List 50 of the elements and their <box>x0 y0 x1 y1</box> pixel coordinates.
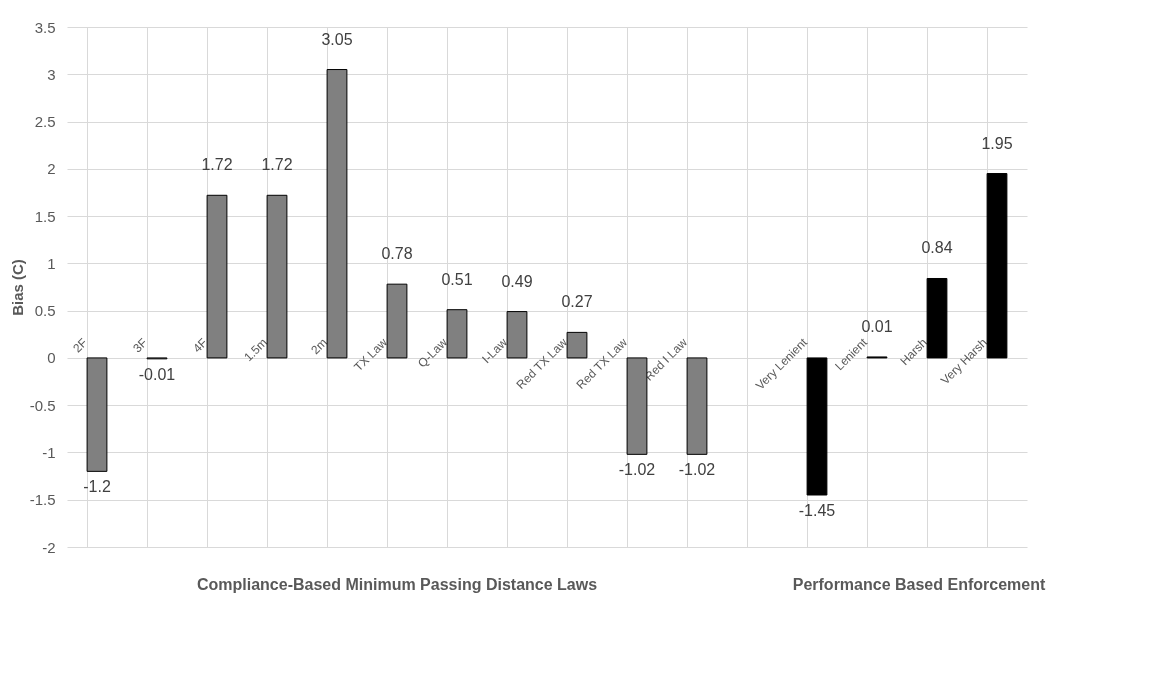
x-tick-label: 2m <box>308 335 330 358</box>
bar <box>386 283 408 359</box>
data-label: 0.78 <box>381 245 413 263</box>
y-tick-label: 2.5 <box>34 113 56 131</box>
bar <box>626 357 648 455</box>
bar <box>86 357 108 472</box>
data-label: 0.51 <box>441 270 473 288</box>
y-tick-label: 1 <box>47 254 56 272</box>
data-label: 1.72 <box>201 156 233 174</box>
bar <box>566 331 588 359</box>
bar <box>986 173 1008 359</box>
y-tick-label: -0.5 <box>29 396 56 414</box>
y-tick-label: 1.5 <box>34 207 56 225</box>
data-label: 0.84 <box>921 239 953 257</box>
data-label: -0.01 <box>138 365 176 383</box>
bar <box>806 357 828 496</box>
bar <box>206 194 228 359</box>
data-label: 1.72 <box>261 156 293 174</box>
bar <box>926 277 948 359</box>
data-label: 3.05 <box>321 30 353 48</box>
y-tick-label: -2 <box>42 538 56 556</box>
x-tick-label: TX Law <box>351 335 391 375</box>
text: Compliance-Based Minimum Passing Distance Laws <box>196 576 598 593</box>
data-label: 0.49 <box>501 272 533 290</box>
bar <box>506 311 528 359</box>
bar <box>446 309 468 359</box>
data-label: -1.2 <box>83 478 111 496</box>
y-tick-label: 0 <box>47 349 56 367</box>
x-tick-label: 2F <box>70 335 90 356</box>
data-label: -1.02 <box>678 461 716 479</box>
x-tick-label: 4F <box>190 335 210 356</box>
data-label: 0.01 <box>861 317 893 335</box>
y-tick-label: 3.5 <box>34 18 56 36</box>
x-tick-label: 3F <box>130 335 150 356</box>
text: Performance Based Enforcement <box>792 576 1046 593</box>
bar <box>686 357 708 455</box>
bar <box>326 69 348 359</box>
x-tick-label: Red TX Law <box>573 335 631 392</box>
data-label: -1.02 <box>618 461 656 479</box>
data-label: 1.95 <box>981 134 1013 152</box>
y-tick-label: 0.5 <box>34 302 56 320</box>
y-axis-title: Bias (C) <box>8 259 26 316</box>
y-tick-label: -1 <box>42 443 56 461</box>
data-label: 0.27 <box>561 293 593 311</box>
x-tick-label: Red TX Law <box>513 335 571 392</box>
bar <box>266 194 288 359</box>
y-tick-label: 3 <box>47 65 56 83</box>
y-tick-label: -1.5 <box>29 491 56 509</box>
data-label: -1.45 <box>798 502 836 519</box>
y-tick-label: 2 <box>47 160 56 178</box>
